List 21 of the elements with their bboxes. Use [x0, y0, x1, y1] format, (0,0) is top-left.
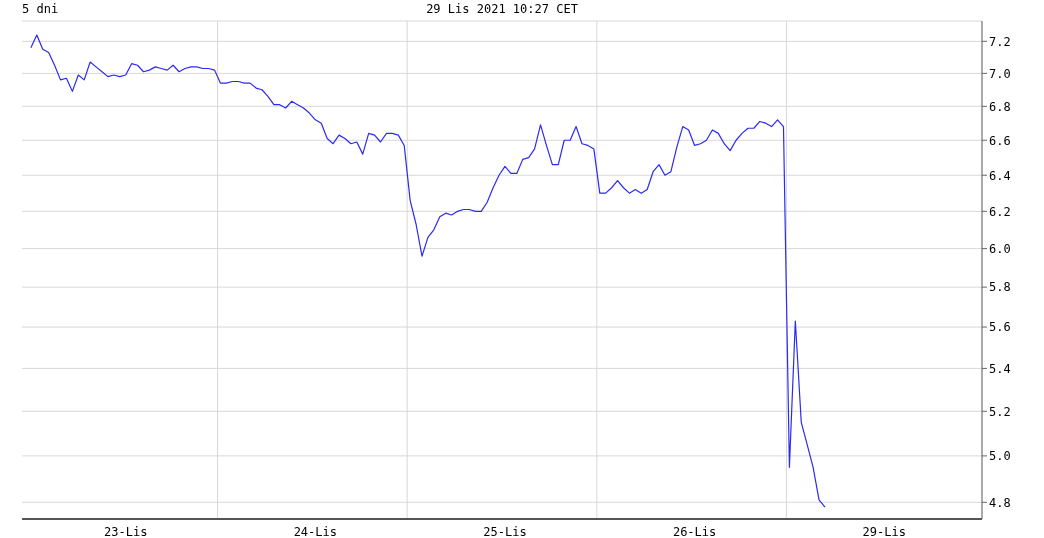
y-tick-label: 6.2 — [989, 204, 1011, 219]
y-tick-label: 6.4 — [989, 168, 1011, 183]
chart-subtitle: 29 Lis 2021 10:27 CET — [426, 2, 578, 16]
y-tick-label: 4.8 — [989, 495, 1011, 510]
y-tick-label: 5.6 — [989, 320, 1011, 335]
x-tick-label: 25-Lis — [483, 524, 527, 538]
line-series — [30, 34, 826, 508]
y-tick-label: 7.2 — [989, 34, 1011, 49]
x-tick-label: 29-Lis — [862, 524, 906, 538]
y-tick-label: 7.0 — [989, 66, 1011, 81]
y-tick-label: 6.0 — [989, 241, 1011, 256]
y-tick-label: 6.6 — [989, 133, 1011, 148]
x-tick-label: 23-Lis — [104, 524, 148, 538]
y-tick-label: 5.4 — [989, 361, 1011, 376]
x-tick-label: 26-Lis — [672, 524, 717, 538]
x-tick-label: 24-Lis — [293, 524, 338, 538]
chart-title: 5 dni — [22, 2, 59, 16]
y-tick-label: 5.8 — [989, 280, 1011, 295]
y-tick-label: 6.8 — [989, 99, 1011, 114]
y-tick-label: 5.2 — [989, 404, 1011, 419]
y-tick-label: 5.0 — [989, 449, 1011, 464]
